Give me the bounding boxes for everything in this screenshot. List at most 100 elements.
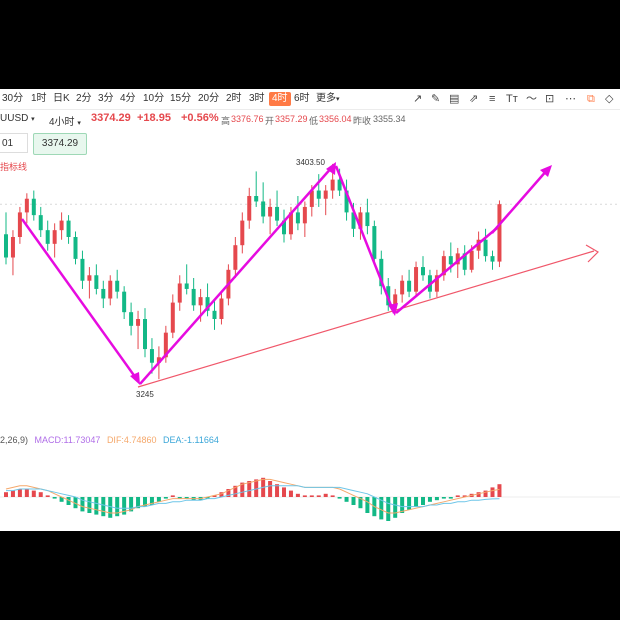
candle-body: [434, 275, 439, 292]
candle-body: [240, 220, 245, 246]
candle-body: [295, 212, 300, 224]
wave-arrow-down-1: [20, 218, 140, 382]
macd-histogram-bar: [101, 497, 106, 517]
timeframe-15m[interactable]: 15分: [170, 93, 192, 104]
macd-histogram-bar: [400, 497, 405, 513]
wave-arrow-head-3: [388, 303, 398, 316]
candle-body: [122, 291, 127, 313]
left-value-box[interactable]: 01: [0, 133, 28, 153]
price-chart[interactable]: [0, 89, 620, 531]
candle-body: [351, 212, 356, 229]
timeframe-3h[interactable]: 3时: [249, 93, 265, 104]
price-change-pct: +0.56%: [181, 112, 219, 124]
candle-body: [17, 212, 22, 237]
dea-line: [6, 485, 500, 509]
wave-icon[interactable]: 〜: [526, 93, 537, 105]
more-tools-icon[interactable]: ⋯: [565, 93, 576, 105]
macd-histogram-bar: [365, 497, 370, 513]
candle-body: [24, 198, 29, 213]
macd-histogram-bar: [414, 497, 419, 507]
candle-body: [316, 190, 321, 199]
edit-icon[interactable]: ⧉: [587, 93, 595, 105]
macd-histogram-bar: [52, 497, 57, 499]
candle-body: [115, 280, 120, 292]
macd-value: MACD:11.73047: [34, 435, 101, 445]
price-change: +18.95: [137, 112, 171, 124]
timeframe-2h[interactable]: 2时: [226, 93, 242, 104]
macd-histogram-bar: [94, 497, 99, 515]
candle-body: [73, 237, 78, 259]
macd-histogram-bar: [302, 495, 307, 497]
macd-histogram-bar: [337, 497, 342, 499]
timeframe-2m[interactable]: 2分: [76, 93, 92, 104]
indicator-link[interactable]: 指标线: [0, 162, 28, 172]
interval: 4小时: [49, 117, 75, 128]
candle-body: [275, 206, 280, 221]
macd-histogram-bar: [323, 493, 328, 497]
candle-body: [163, 332, 168, 358]
text-icon[interactable]: Tт: [506, 93, 518, 105]
macd-histogram-bar: [122, 497, 127, 515]
macd-histogram-bar: [254, 479, 259, 497]
draw-line-icon[interactable]: ↗: [413, 93, 423, 105]
eraser-icon[interactable]: ◇: [605, 93, 614, 105]
timeframe-toolbar: 30分 1时 日K 2分 3分 4分 10分 15分 20分 2时 3时 4时 …: [0, 89, 620, 110]
candle-body: [302, 206, 307, 224]
macd-histogram-bar: [483, 490, 488, 497]
low-annotation: 3245: [136, 390, 154, 399]
indicator-icon[interactable]: ▤: [449, 93, 460, 105]
macd-histogram-bar: [38, 492, 43, 497]
open-label: 开: [265, 116, 275, 126]
timeframe-1h[interactable]: 1时: [31, 93, 47, 104]
macd-histogram-bar: [156, 497, 161, 502]
interval-selector[interactable]: 4小时 ▾: [49, 113, 81, 128]
symbol-selector[interactable]: UUSD ▾: [0, 113, 35, 124]
open-value: 3357.29: [275, 114, 308, 124]
candle-body: [143, 319, 147, 350]
macd-histogram-bar: [379, 497, 384, 520]
candle-body: [344, 190, 349, 213]
macd-histogram-bar: [59, 497, 64, 502]
macd-legend: 2,26,9) MACD:11.73047 DIF:4.74860 DEA:-1…: [0, 435, 223, 445]
timeframe-4h[interactable]: 4时: [269, 92, 291, 106]
measure-icon[interactable]: ⊡: [545, 93, 555, 105]
timeframe-4m[interactable]: 4分: [120, 93, 136, 104]
candle-body: [38, 215, 43, 231]
timeframe-3m[interactable]: 3分: [98, 93, 114, 104]
candle-body: [497, 204, 502, 262]
current-price-box[interactable]: 3374.29: [33, 133, 87, 155]
macd-histogram-bar: [87, 497, 92, 513]
timeframe-30m[interactable]: 30分: [2, 93, 24, 104]
fib-icon[interactable]: ≡: [489, 93, 496, 105]
timeframe-6h[interactable]: 6时: [294, 93, 310, 104]
candle-body: [455, 253, 460, 265]
chevron-down-icon: ▾: [336, 96, 340, 103]
chevron-down-icon: ▾: [77, 120, 81, 127]
support-trendline-arrowhead: [585, 244, 599, 263]
macd-histogram-bar: [309, 495, 314, 497]
brush-icon[interactable]: ⇗: [469, 93, 479, 105]
wave-arrow-head-2: [326, 162, 336, 175]
macd-histogram-bar: [170, 495, 175, 497]
macd-histogram-bar: [24, 489, 29, 497]
more-menu[interactable]: 更多▾: [316, 92, 340, 107]
pen-icon[interactable]: ✎: [431, 93, 441, 105]
macd-histogram-bar: [73, 497, 78, 509]
timeframe-20m[interactable]: 20分: [198, 93, 220, 104]
candle-body: [393, 294, 398, 306]
quote-bar: UUSD ▾ 4小时 ▾ 3374.29 +18.95 +0.56% 高 337…: [0, 110, 620, 128]
macd-histogram-bar: [476, 492, 481, 497]
candle-body: [448, 256, 453, 265]
candle-body: [129, 312, 134, 326]
candle-body: [282, 220, 286, 235]
dea-value: DEA:-1.11664: [162, 435, 219, 445]
macd-histogram-bar: [358, 497, 363, 509]
candle-body: [372, 226, 377, 259]
candle-body: [45, 230, 50, 244]
support-trendline: [137, 250, 595, 388]
candle-body: [254, 196, 259, 202]
timeframe-10m[interactable]: 10分: [143, 93, 165, 104]
timeframe-daily[interactable]: 日K: [53, 93, 70, 104]
macd-histogram-bar: [240, 482, 245, 497]
macd-histogram-bar: [295, 493, 300, 497]
